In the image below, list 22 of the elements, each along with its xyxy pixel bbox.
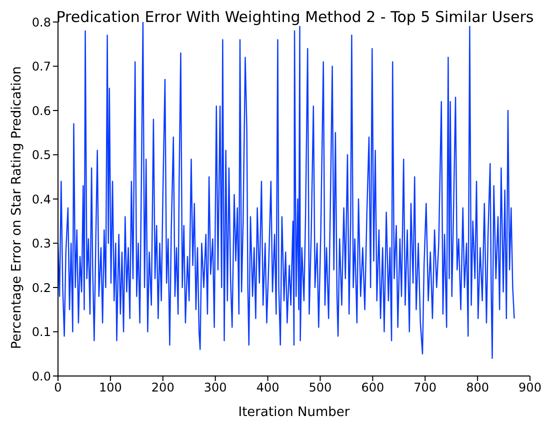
x-tick-label: 600 bbox=[361, 380, 384, 395]
y-tick-label: 0.2 bbox=[32, 280, 51, 295]
y-tick-label: 0.5 bbox=[32, 148, 51, 162]
x-tick-label: 200 bbox=[151, 380, 174, 395]
x-tick-label: 500 bbox=[308, 380, 332, 395]
x-tick-label: 100 bbox=[98, 380, 122, 395]
y-tick-label: 0.1 bbox=[32, 325, 51, 340]
y-tick-label: 0.4 bbox=[32, 192, 51, 206]
y-axis-title: Percentage Error on Star Rating Predication bbox=[10, 66, 25, 349]
y-tick-label: 0.6 bbox=[32, 104, 51, 118]
x-tick-label: 300 bbox=[204, 380, 227, 395]
chart-title: Predication Error With Weighting Method 2 - Top 5 Similar Users bbox=[56, 8, 534, 26]
y-tick-label: 0.8 bbox=[32, 15, 51, 30]
x-tick-label: 800 bbox=[466, 380, 490, 395]
y-tick-label: 0.0 bbox=[32, 369, 51, 384]
y-tick-label: 0.3 bbox=[32, 236, 51, 251]
x-tick-label: 0 bbox=[54, 380, 62, 395]
x-tick-label: 700 bbox=[414, 380, 437, 395]
x-tick-label: 400 bbox=[256, 380, 280, 395]
y-tick-label: 0.7 bbox=[32, 60, 51, 74]
x-tick-label: 900 bbox=[518, 380, 542, 395]
x-axis-title: Iteration Number bbox=[238, 405, 350, 420]
